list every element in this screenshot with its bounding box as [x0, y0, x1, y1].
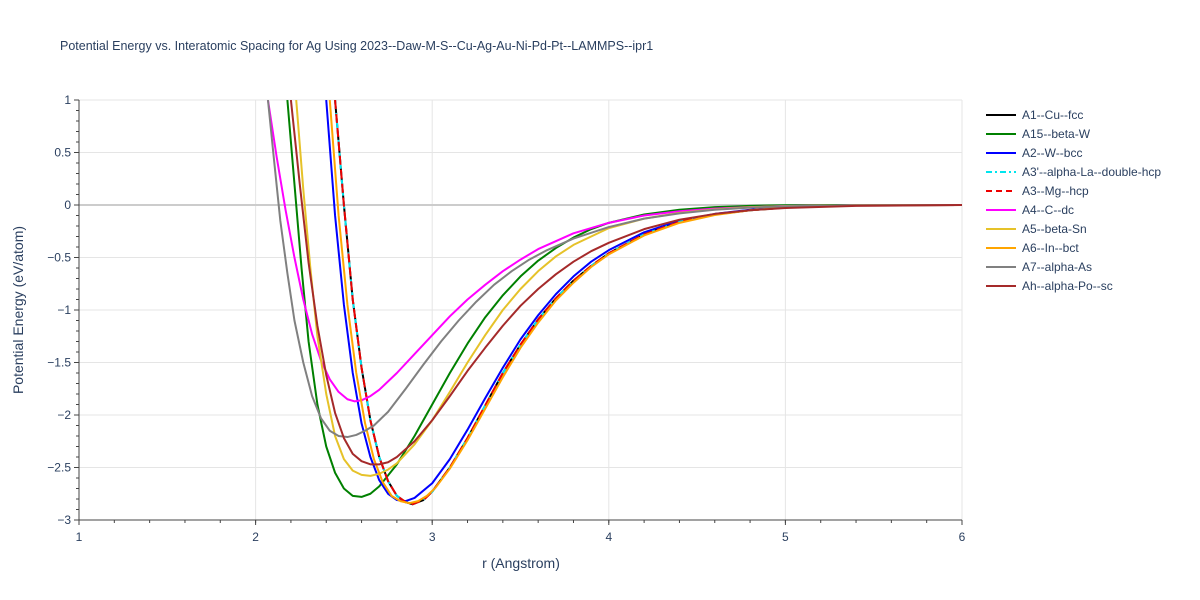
legend-label: A6--In--bct [1022, 241, 1079, 255]
legend-item[interactable]: Ah--alpha-Po--sc [986, 279, 1113, 293]
legend-item[interactable]: A4--C--dc [986, 203, 1074, 217]
y-tick-label: −1 [57, 303, 71, 317]
y-tick-label: −1.5 [47, 356, 71, 370]
legend-label: Ah--alpha-Po--sc [1022, 279, 1113, 293]
series-line-6 [295, 100, 962, 477]
legend-item[interactable]: A3'--alpha-La--double-hcp [986, 165, 1161, 179]
y-tick-label: −0.5 [47, 251, 71, 265]
x-tick-label: 3 [429, 530, 436, 544]
legend-label: A3--Mg--hcp [1022, 184, 1089, 198]
y-tick-label: 1 [64, 93, 71, 107]
series-line-0 [334, 100, 962, 506]
series-line-2 [325, 100, 962, 503]
legend-label: A15--beta-W [1022, 127, 1091, 141]
legend-label: A1--Cu--fcc [1022, 108, 1083, 122]
y-tick-label: −2 [57, 408, 71, 422]
y-tick-label: −2.5 [47, 461, 71, 475]
legend-label: A5--beta-Sn [1022, 222, 1087, 236]
y-axis-title: Potential Energy (eV/atom) [10, 226, 26, 394]
legend-item[interactable]: A15--beta-W [986, 127, 1091, 141]
legend-item[interactable]: A5--beta-Sn [986, 222, 1087, 236]
legend-item[interactable]: A3--Mg--hcp [986, 184, 1089, 198]
x-axis-title: r (Angstrom) [482, 555, 560, 571]
axes [74, 99, 963, 525]
legend-item[interactable]: A7--alpha-As [986, 260, 1092, 274]
series-line-5 [266, 100, 962, 403]
legend-item[interactable]: A1--Cu--fcc [986, 108, 1083, 122]
chart-title: Potential Energy vs. Interatomic Spacing… [60, 39, 653, 53]
x-tick-label: 1 [76, 530, 83, 544]
series-line-9 [289, 100, 962, 466]
x-tick-label: 5 [782, 530, 789, 544]
grid [79, 99, 963, 520]
x-tick-label: 2 [252, 530, 259, 544]
legend-item[interactable]: A2--W--bcc [986, 146, 1082, 160]
y-tick-label: 0.5 [54, 146, 71, 160]
x-tick-labels: 1 2 3 4 5 6 [76, 530, 966, 544]
y-tick-labels: 1 0.5 0 −0.5 −1 −1.5 −2 −2.5 −3 [47, 93, 71, 527]
legend-label: A3'--alpha-La--double-hcp [1022, 165, 1161, 179]
x-tick-label: 6 [959, 530, 966, 544]
x-tick-label: 4 [605, 530, 612, 544]
series-line-3 [334, 100, 962, 506]
series-line-8 [266, 100, 962, 439]
legend-label: A2--W--bcc [1022, 146, 1082, 160]
y-tick-label: −3 [57, 513, 71, 527]
series-line-1 [286, 100, 962, 498]
legend-item[interactable]: A6--In--bct [986, 241, 1079, 255]
series-line-7 [328, 100, 962, 505]
legend-label: A4--C--dc [1022, 203, 1074, 217]
legend[interactable]: A1--Cu--fcc A15--beta-W A2--W--bcc A3'--alp… [986, 108, 1161, 293]
series-line-4 [334, 100, 962, 506]
series-group [266, 100, 962, 506]
legend-label: A7--alpha-As [1022, 260, 1092, 274]
y-tick-label: 0 [64, 198, 71, 212]
